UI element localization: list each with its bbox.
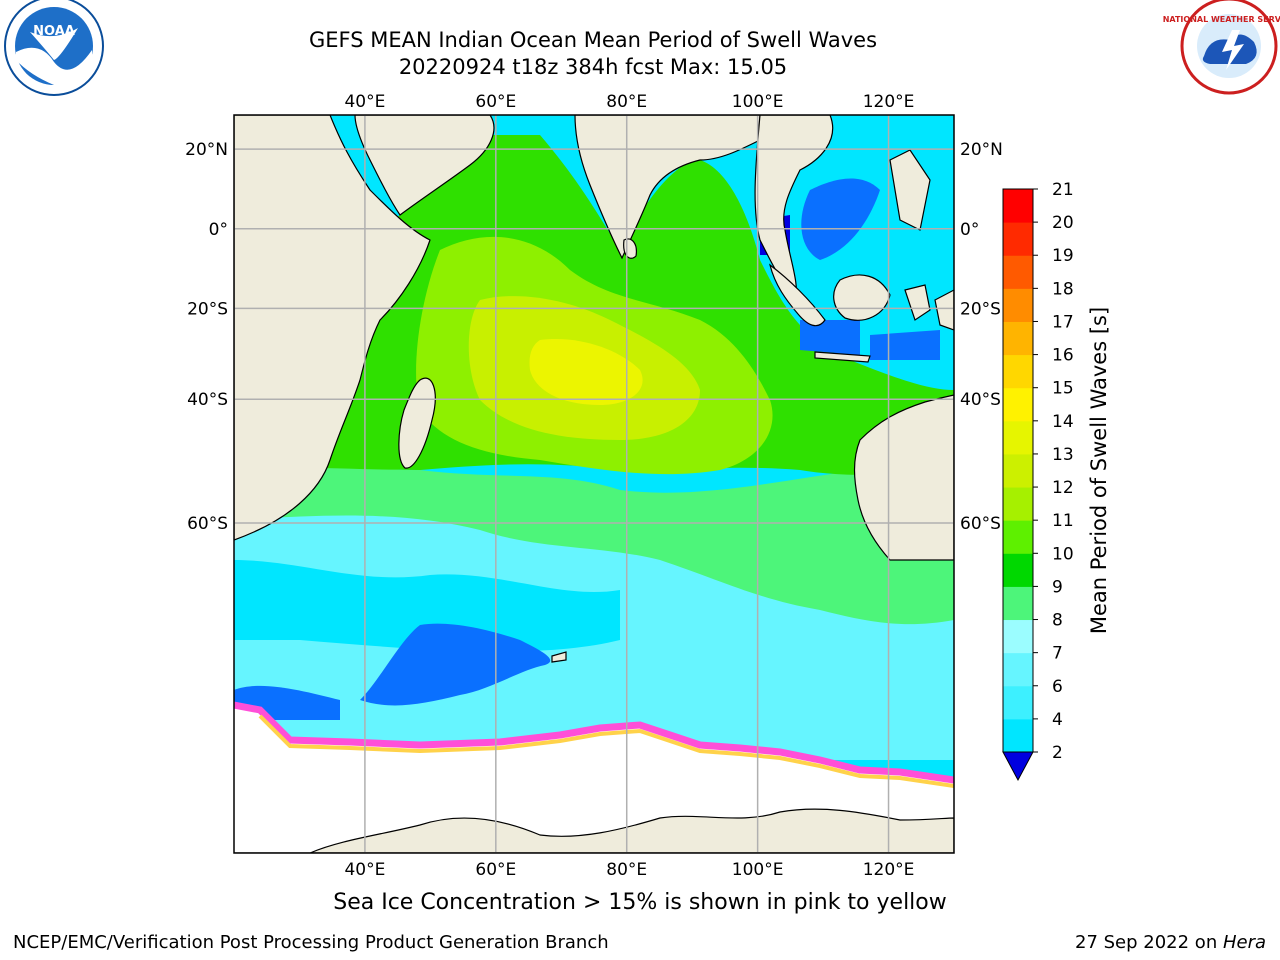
land-sulawesi xyxy=(904,284,931,321)
chart-subtitle: 20220924 t18z 384h fcst Max: 15.05 xyxy=(398,55,788,79)
lat-tick-label-right: 0° xyxy=(960,220,979,240)
land-java xyxy=(814,351,871,363)
colorbar-segment xyxy=(1003,586,1033,621)
colorbar-segment xyxy=(1003,321,1033,356)
lat-tick-label-left: 20°N xyxy=(185,140,228,160)
colorbar-tick-label: 19 xyxy=(1052,246,1074,266)
lon-tick-label-bottom: 120°E xyxy=(863,860,915,880)
colorbar-segment xyxy=(1003,718,1033,753)
land-kerguelen xyxy=(551,651,567,663)
lon-tick-label-bottom: 40°E xyxy=(344,860,385,880)
colorbar-segment xyxy=(1003,387,1033,422)
colorbar-segment xyxy=(1003,288,1033,322)
lat-tick-label-right: 20°S xyxy=(960,299,1001,319)
land-india xyxy=(574,115,761,260)
colorbar-tick-label: 15 xyxy=(1052,379,1074,399)
colorbar-extension xyxy=(1002,751,1034,782)
colorbar-tick-label: 10 xyxy=(1052,544,1074,564)
lat-tick-label-right: 40°S xyxy=(960,390,1001,410)
colorbar: 2 4 6 7 8 9 10 11 12 13 14 15 16 17 18 19 20 21 Mean Perio… xyxy=(1002,180,1111,782)
colorbar-segment xyxy=(1003,487,1033,521)
lon-tick-label-top: 40°E xyxy=(344,92,385,112)
colorbar-segment xyxy=(1003,420,1033,455)
land-antarctica xyxy=(234,808,954,853)
swell-zone-blue-scs xyxy=(801,178,880,260)
colorbar-tick-label: 8 xyxy=(1052,611,1063,631)
ice-edge-yellow xyxy=(258,714,954,788)
land-africa xyxy=(234,115,431,541)
ice-edge-pink xyxy=(234,701,954,784)
map-area xyxy=(234,115,954,853)
lat-tick-label-right: 20°N xyxy=(960,140,1003,160)
footer-machine: Hera xyxy=(1222,932,1266,953)
footer-credit: NCEP/EMC/Verification Post Processing Pr… xyxy=(13,932,609,953)
lon-tick-label-bottom: 80°E xyxy=(606,860,647,880)
footer-date: 27 Sep 2022 on Hera xyxy=(1075,932,1266,953)
colorbar-segment xyxy=(1003,453,1033,488)
noaa-logo: NOAA xyxy=(4,0,104,96)
swell-zone-blue-south xyxy=(360,623,551,706)
lat-tick-label-right: 60°S xyxy=(960,514,1001,534)
colorbar-tick-label: 4 xyxy=(1052,710,1063,730)
land-new-guinea xyxy=(934,289,954,331)
swell-zone-cyan xyxy=(234,560,620,652)
land-australia xyxy=(853,394,954,561)
colorbar-tick-label: 2 xyxy=(1052,743,1063,763)
lon-tick-label-bottom: 100°E xyxy=(732,860,784,880)
colorbar-tick-label: 6 xyxy=(1052,677,1063,697)
colorbar-tick-label: 7 xyxy=(1052,644,1063,664)
chart-title: GEFS MEAN Indian Ocean Mean Period of Sw… xyxy=(308,28,878,52)
colorbar-segment xyxy=(1003,553,1033,587)
swell-zone-blue-banda xyxy=(870,330,940,360)
colorbar-label: Mean Period of Swell Waves [s] xyxy=(1087,307,1111,634)
map-frame xyxy=(233,114,955,854)
colorbar-frame xyxy=(1002,188,1034,753)
colorbar-tick-label: 21 xyxy=(1052,180,1074,200)
lat-tick-label-left: 40°S xyxy=(187,390,228,410)
colorbar-segment xyxy=(1003,619,1033,654)
colorbar-tick-label: 17 xyxy=(1052,312,1074,332)
swell-zone-yellow xyxy=(529,339,643,405)
lat-tick-label-left: 0° xyxy=(209,220,228,240)
swell-zone-light-green xyxy=(234,465,954,625)
colorbar-segment xyxy=(1003,354,1033,389)
land-sumatra xyxy=(769,263,826,327)
colorbar-tick-label: 11 xyxy=(1052,511,1074,531)
colorbar-segment xyxy=(1003,652,1033,687)
colorbar-tick-label: 9 xyxy=(1052,577,1063,597)
lat-tick-label-left: 20°S xyxy=(187,299,228,319)
colorbar-tick-label: 13 xyxy=(1052,445,1074,465)
land-indochina xyxy=(754,115,834,302)
colorbar-segment xyxy=(1003,222,1033,256)
colorbar-tick-label: 18 xyxy=(1052,279,1074,299)
colorbar-tick-label: 14 xyxy=(1052,412,1074,432)
grid-lines xyxy=(234,115,954,853)
lon-tick-label-top: 100°E xyxy=(732,92,784,112)
land xyxy=(234,115,954,853)
colorbar-segment xyxy=(1003,255,1033,289)
swell-zone-blue-java xyxy=(800,320,860,355)
colorbar-segment xyxy=(1003,189,1033,223)
lon-tick-label-top: 120°E xyxy=(863,92,915,112)
colorbar-segment xyxy=(1003,685,1033,720)
tick-labels: 40°E 40°E 60°E 60°E 80°E 80°E 100°E 100°E 120°E 1… xyxy=(185,92,1003,880)
sea-ice-note: Sea Ice Concentration > 15% is shown in … xyxy=(333,890,947,915)
colorbar-tick-label: 12 xyxy=(1052,478,1074,498)
nws-logo-text: NATIONAL WEATHER SERVICE xyxy=(1163,15,1280,24)
colorbar-tick-label: 20 xyxy=(1052,213,1074,233)
noaa-logo-text: NOAA xyxy=(33,24,75,39)
lon-tick-label-bottom: 60°E xyxy=(475,860,516,880)
colorbar-tick-label: 16 xyxy=(1052,346,1074,366)
footer-date-text: 27 Sep 2022 on xyxy=(1075,932,1223,953)
lon-tick-label-top: 60°E xyxy=(475,92,516,112)
lat-tick-label-left: 60°S xyxy=(187,514,228,534)
nws-logo: NATIONAL WEATHER SERVICE xyxy=(1163,0,1280,95)
colorbar-segment xyxy=(1003,520,1033,554)
lon-tick-label-top: 80°E xyxy=(606,92,647,112)
land-philippines xyxy=(889,149,931,231)
